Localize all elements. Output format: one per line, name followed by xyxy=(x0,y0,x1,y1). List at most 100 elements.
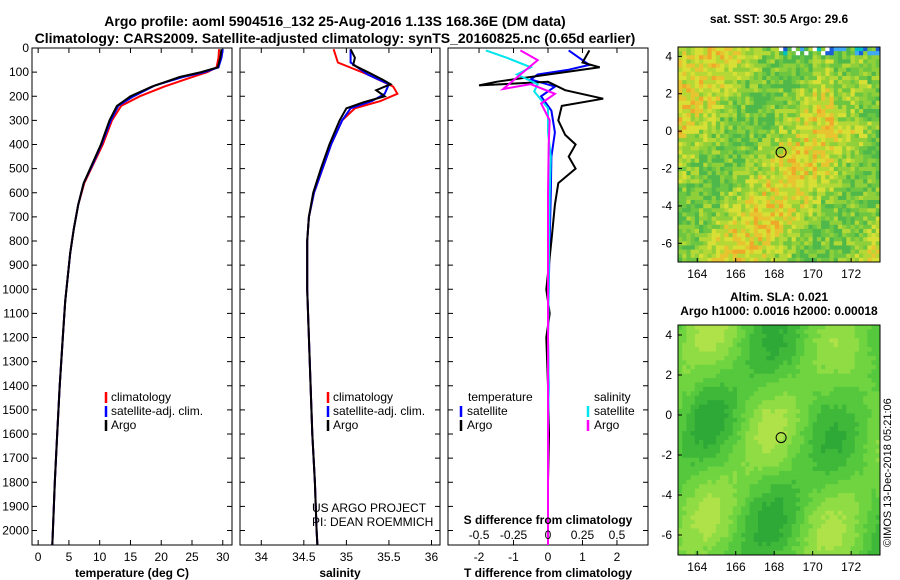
salinity-series-satellite-adj-clim- xyxy=(306,49,391,546)
diff-top-xtick-label: -0.5 xyxy=(469,528,490,542)
temperature-xtick-label: 25 xyxy=(185,550,199,564)
difference-series-temperature-argo xyxy=(478,49,604,545)
salinity-xlabel: salinity xyxy=(319,566,361,580)
temperature-series-climatology xyxy=(51,49,221,546)
sst-xtick-label: 170 xyxy=(803,267,823,281)
diff-legend-temperature-label: satellite xyxy=(467,404,508,418)
salinity-xtick-label: 35 xyxy=(340,550,354,564)
temperature-ytick-label: 100 xyxy=(9,65,29,79)
temperature-ytick-label: 1300 xyxy=(2,355,29,369)
imos-watermark: ©IMOS 13-Dec-2018 05:21:06 xyxy=(882,398,894,547)
sst-map-frame xyxy=(677,46,881,263)
sla-ytick-label: 0 xyxy=(665,408,672,422)
salinity-annotation-line: PI: DEAN ROEMMICH xyxy=(312,515,433,529)
sst-ytick-label: -4 xyxy=(661,199,672,213)
sla-map-subtitle: Argo h1000: 0.0016 h2000: 0.00018 xyxy=(680,304,878,318)
sla-map-frame xyxy=(677,324,881,556)
sst-xtick-label: 168 xyxy=(764,267,784,281)
sla-ytick-label: 4 xyxy=(665,328,672,342)
salinity-xtick-label: 34.5 xyxy=(292,550,316,564)
difference-xtick-label: 2 xyxy=(614,550,621,564)
sla-xtick-label: 170 xyxy=(803,560,823,574)
diff-top-xtick-label: 0.5 xyxy=(609,528,626,542)
temperature-legend-label: satellite-adj. clim. xyxy=(111,404,203,418)
salinity-legend-label: climatology xyxy=(333,390,393,404)
sla-xtick-label: 172 xyxy=(841,560,861,574)
temperature-ytick-label: 1500 xyxy=(2,403,29,417)
temperature-ytick-label: 200 xyxy=(9,89,29,103)
temperature-ytick-label: 2000 xyxy=(2,524,29,538)
temperature-ytick-label: 800 xyxy=(9,234,29,248)
temperature-ytick-label: 1000 xyxy=(2,282,29,296)
temperature-ytick-label: 400 xyxy=(9,138,29,152)
temperature-xtick-label: 30 xyxy=(216,550,230,564)
temperature-ytick-label: 1900 xyxy=(2,499,29,513)
temperature-xtick-label: 0 xyxy=(35,550,42,564)
sst-map-title: sat. SST: 30.5 Argo: 29.6 xyxy=(710,12,849,26)
difference-xlabel: T difference from climatology xyxy=(464,566,632,580)
temperature-plot-frame xyxy=(31,47,233,546)
figure-title-line-1: Argo profile: aoml 5904516_132 25-Aug-20… xyxy=(104,13,566,29)
salinity-xtick-label: 35.5 xyxy=(377,550,401,564)
temperature-xtick-label: 10 xyxy=(93,550,107,564)
sla-ytick-label: -6 xyxy=(661,528,672,542)
temperature-series-satellite-adj-clim- xyxy=(51,49,224,546)
temperature-xtick-label: 5 xyxy=(66,550,73,564)
diff-top-xtick-label: -0.25 xyxy=(500,528,528,542)
temperature-ytick-label: 1400 xyxy=(2,379,29,393)
temperature-ytick-label: 300 xyxy=(9,113,29,127)
sla-map-title: Altim. SLA: 0.021 xyxy=(730,290,828,304)
temperature-ytick-label: 1200 xyxy=(2,331,29,345)
difference-xtick-label: 1 xyxy=(579,550,586,564)
sla-map-field xyxy=(678,325,881,556)
salinity-xtick-label: 34 xyxy=(255,550,269,564)
sst-ytick-label: 2 xyxy=(665,87,672,101)
sst-map-field xyxy=(678,47,881,263)
temperature-ytick-label: 0 xyxy=(22,41,29,55)
diff-top-xtick-label: 0 xyxy=(545,528,552,542)
temperature-legend-label: climatology xyxy=(111,390,171,404)
figure-title-line-2: Climatology: CARS2009. Satellite-adjuste… xyxy=(34,30,636,46)
sst-ytick-label: -6 xyxy=(661,236,672,250)
difference-xtick-label: -2 xyxy=(474,550,485,564)
difference-series-salinity-satellite xyxy=(485,49,552,545)
sla-xtick-label: 166 xyxy=(726,560,746,574)
diff-legend-temperature-title: temperature xyxy=(468,390,533,404)
sst-ytick-label: -2 xyxy=(661,162,672,176)
sst-argo-position-marker xyxy=(775,146,787,158)
temperature-ytick-label: 600 xyxy=(9,186,29,200)
sst-xtick-label: 172 xyxy=(841,267,861,281)
diff-legend-salinity-title: salinity xyxy=(594,390,631,404)
temperature-xtick-label: 15 xyxy=(124,550,138,564)
diff-top-xtick-label: 0.25 xyxy=(571,528,595,542)
temperature-series-argo xyxy=(51,49,223,546)
sla-xtick-label: 164 xyxy=(687,560,707,574)
sla-argo-position-marker xyxy=(775,432,787,444)
difference-xtick-label: 0 xyxy=(545,550,552,564)
temperature-ytick-label: 1100 xyxy=(3,306,29,320)
temperature-ytick-label: 1700 xyxy=(2,451,29,465)
temperature-ytick-label: 500 xyxy=(9,162,29,176)
diff-legend-temperature-label: Argo xyxy=(467,418,493,432)
sla-ytick-label: -2 xyxy=(661,448,672,462)
temperature-ytick-label: 1600 xyxy=(2,427,29,441)
temperature-xlabel: temperature (deg C) xyxy=(75,566,189,580)
sla-xtick-label: 168 xyxy=(764,560,784,574)
diff-legend-salinity-label: satellite xyxy=(594,404,635,418)
diff-legend-salinity-label: Argo xyxy=(594,418,620,432)
sst-ytick-label: 4 xyxy=(665,49,672,63)
temperature-xtick-label: 20 xyxy=(155,550,169,564)
salinity-annotation-line: US ARGO PROJECT xyxy=(312,501,427,515)
sla-ytick-label: 2 xyxy=(665,368,672,382)
sla-ytick-label: -4 xyxy=(661,488,672,502)
temperature-ytick-label: 900 xyxy=(9,258,29,272)
difference-series-salinity-argo xyxy=(499,49,557,545)
salinity-legend-label: Argo xyxy=(333,418,359,432)
difference-xtick-label: -1 xyxy=(508,550,519,564)
temperature-ytick-label: 1800 xyxy=(2,475,29,489)
temperature-legend-label: Argo xyxy=(111,418,137,432)
salinity-series-argo xyxy=(306,48,393,546)
sst-xtick-label: 164 xyxy=(687,267,707,281)
sst-xtick-label: 166 xyxy=(726,267,746,281)
